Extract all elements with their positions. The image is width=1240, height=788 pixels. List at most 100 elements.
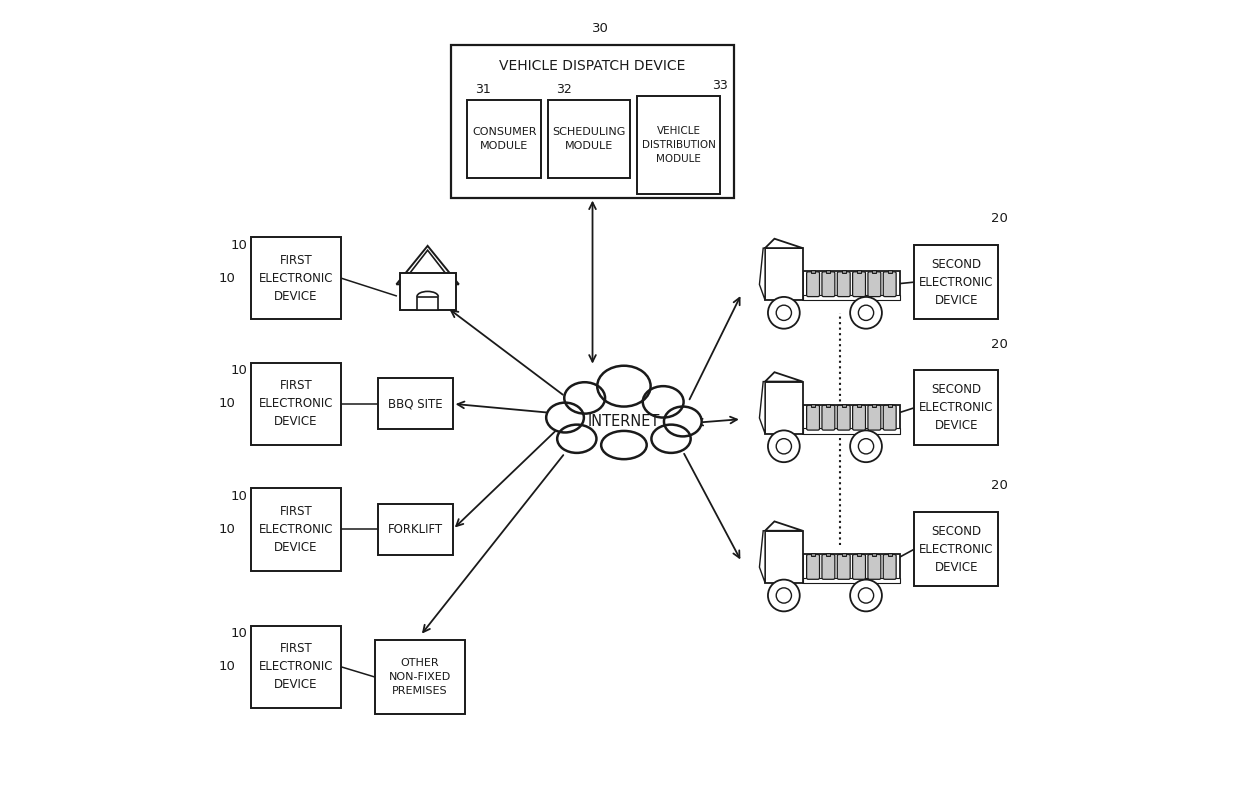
- Text: BBQ SITE: BBQ SITE: [388, 397, 443, 411]
- FancyBboxPatch shape: [467, 99, 542, 178]
- Circle shape: [858, 305, 874, 321]
- Ellipse shape: [557, 425, 596, 453]
- FancyBboxPatch shape: [637, 95, 719, 194]
- Text: VEHICLE DISPATCH DEVICE: VEHICLE DISPATCH DEVICE: [500, 59, 686, 72]
- FancyBboxPatch shape: [837, 272, 851, 296]
- Text: SECOND
ELECTRONIC
DEVICE: SECOND ELECTRONIC DEVICE: [919, 258, 993, 307]
- FancyBboxPatch shape: [250, 237, 341, 319]
- Circle shape: [768, 580, 800, 611]
- Text: 10: 10: [231, 490, 247, 503]
- Text: VEHICLE
DISTRIBUTION
MODULE: VEHICLE DISTRIBUTION MODULE: [641, 126, 715, 164]
- FancyBboxPatch shape: [451, 45, 734, 198]
- FancyBboxPatch shape: [837, 405, 851, 430]
- Text: 30: 30: [591, 22, 609, 35]
- FancyBboxPatch shape: [802, 429, 900, 433]
- Polygon shape: [765, 239, 802, 248]
- FancyBboxPatch shape: [417, 296, 438, 310]
- FancyBboxPatch shape: [883, 405, 897, 430]
- Polygon shape: [765, 522, 802, 531]
- Ellipse shape: [546, 403, 584, 433]
- FancyBboxPatch shape: [399, 273, 455, 310]
- FancyBboxPatch shape: [842, 553, 846, 556]
- Polygon shape: [765, 372, 802, 381]
- FancyBboxPatch shape: [914, 511, 998, 586]
- FancyBboxPatch shape: [374, 640, 465, 715]
- Circle shape: [858, 439, 874, 454]
- FancyBboxPatch shape: [807, 405, 820, 430]
- FancyBboxPatch shape: [873, 403, 877, 407]
- Text: 32: 32: [556, 83, 572, 95]
- Text: 10: 10: [218, 523, 236, 536]
- FancyBboxPatch shape: [807, 272, 820, 296]
- Circle shape: [776, 588, 791, 603]
- FancyBboxPatch shape: [826, 270, 831, 273]
- FancyBboxPatch shape: [914, 370, 998, 445]
- Ellipse shape: [598, 366, 651, 407]
- FancyBboxPatch shape: [914, 245, 998, 319]
- FancyBboxPatch shape: [857, 553, 861, 556]
- FancyBboxPatch shape: [822, 555, 835, 579]
- Ellipse shape: [564, 382, 605, 414]
- FancyBboxPatch shape: [888, 403, 892, 407]
- Polygon shape: [397, 246, 459, 284]
- Text: FORKLIFT: FORKLIFT: [388, 523, 443, 536]
- FancyBboxPatch shape: [378, 378, 453, 429]
- Text: 10: 10: [218, 660, 236, 674]
- Text: 10: 10: [231, 627, 247, 641]
- Text: SECOND
ELECTRONIC
DEVICE: SECOND ELECTRONIC DEVICE: [919, 383, 993, 433]
- Circle shape: [776, 439, 791, 454]
- FancyBboxPatch shape: [853, 405, 866, 430]
- FancyBboxPatch shape: [857, 270, 861, 273]
- Ellipse shape: [651, 425, 691, 453]
- Text: FIRST
ELECTRONIC
DEVICE: FIRST ELECTRONIC DEVICE: [259, 379, 334, 429]
- FancyBboxPatch shape: [826, 553, 831, 556]
- FancyBboxPatch shape: [378, 504, 453, 555]
- Circle shape: [858, 588, 874, 603]
- Circle shape: [851, 430, 882, 463]
- FancyBboxPatch shape: [250, 626, 341, 708]
- Polygon shape: [759, 531, 765, 583]
- Text: CONSUMER
MODULE: CONSUMER MODULE: [472, 127, 537, 151]
- Circle shape: [851, 297, 882, 329]
- Text: FIRST
ELECTRONIC
DEVICE: FIRST ELECTRONIC DEVICE: [259, 642, 334, 691]
- FancyBboxPatch shape: [811, 553, 815, 556]
- FancyBboxPatch shape: [837, 555, 851, 579]
- FancyBboxPatch shape: [868, 272, 880, 296]
- Circle shape: [776, 305, 791, 321]
- FancyBboxPatch shape: [250, 489, 341, 571]
- Text: 10: 10: [231, 239, 247, 251]
- FancyBboxPatch shape: [826, 403, 831, 407]
- Text: OTHER
NON-FIXED
PREMISES: OTHER NON-FIXED PREMISES: [389, 658, 451, 696]
- FancyBboxPatch shape: [765, 248, 802, 300]
- FancyBboxPatch shape: [853, 272, 866, 296]
- FancyBboxPatch shape: [802, 578, 900, 583]
- FancyBboxPatch shape: [857, 403, 861, 407]
- FancyBboxPatch shape: [802, 295, 900, 300]
- FancyBboxPatch shape: [802, 405, 900, 433]
- Polygon shape: [759, 381, 765, 433]
- Text: 20: 20: [991, 479, 1007, 492]
- FancyBboxPatch shape: [822, 405, 835, 430]
- Text: 20: 20: [991, 338, 1007, 351]
- FancyBboxPatch shape: [883, 555, 897, 579]
- FancyBboxPatch shape: [873, 270, 877, 273]
- Text: 10: 10: [218, 272, 236, 284]
- Text: 33: 33: [712, 79, 728, 91]
- Text: SCHEDULING
MODULE: SCHEDULING MODULE: [552, 127, 626, 151]
- Ellipse shape: [642, 386, 683, 418]
- FancyBboxPatch shape: [868, 555, 880, 579]
- FancyBboxPatch shape: [250, 362, 341, 445]
- FancyBboxPatch shape: [883, 272, 897, 296]
- FancyBboxPatch shape: [822, 272, 835, 296]
- Text: 20: 20: [991, 212, 1007, 225]
- FancyBboxPatch shape: [548, 99, 630, 178]
- FancyBboxPatch shape: [811, 270, 815, 273]
- Text: 31: 31: [475, 83, 491, 95]
- Polygon shape: [759, 248, 765, 300]
- FancyBboxPatch shape: [842, 403, 846, 407]
- FancyBboxPatch shape: [765, 381, 802, 433]
- FancyBboxPatch shape: [802, 554, 900, 583]
- Text: FIRST
ELECTRONIC
DEVICE: FIRST ELECTRONIC DEVICE: [259, 254, 334, 303]
- FancyBboxPatch shape: [811, 403, 815, 407]
- Ellipse shape: [663, 407, 702, 437]
